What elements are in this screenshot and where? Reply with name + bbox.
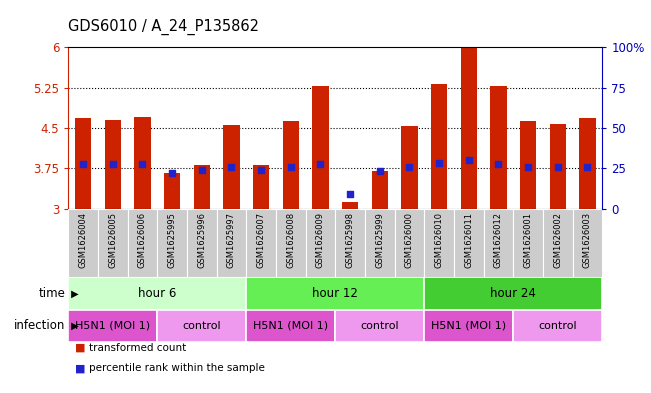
Bar: [164, 173, 180, 209]
Bar: [246, 209, 276, 277]
Text: GSM1625997: GSM1625997: [227, 212, 236, 268]
Point: [404, 164, 415, 171]
Text: GSM1625998: GSM1625998: [346, 212, 355, 268]
Bar: [246, 310, 335, 342]
Bar: [424, 277, 602, 310]
Bar: [193, 165, 210, 209]
Text: GSM1626001: GSM1626001: [523, 212, 533, 268]
Bar: [579, 118, 596, 209]
Bar: [128, 209, 158, 277]
Text: GSM1626002: GSM1626002: [553, 212, 562, 268]
Bar: [223, 125, 240, 209]
Point: [256, 167, 266, 173]
Text: ■: ■: [75, 363, 85, 373]
Bar: [549, 124, 566, 209]
Bar: [98, 209, 128, 277]
Text: GSM1626010: GSM1626010: [435, 212, 443, 268]
Point: [434, 160, 444, 166]
Bar: [158, 310, 246, 342]
Bar: [187, 209, 217, 277]
Bar: [454, 209, 484, 277]
Bar: [342, 202, 358, 209]
Point: [286, 163, 296, 170]
Text: hour 12: hour 12: [312, 287, 358, 300]
Point: [227, 163, 237, 170]
Text: hour 6: hour 6: [138, 287, 176, 300]
Text: ▶: ▶: [68, 321, 78, 331]
Bar: [424, 310, 513, 342]
Text: infection: infection: [14, 319, 65, 332]
Text: transformed count: transformed count: [89, 343, 186, 353]
Bar: [513, 209, 543, 277]
Point: [523, 163, 533, 170]
Point: [345, 191, 355, 197]
Point: [464, 157, 474, 163]
Text: GSM1626006: GSM1626006: [138, 212, 147, 268]
Bar: [276, 209, 305, 277]
Text: GSM1626004: GSM1626004: [79, 212, 88, 268]
Point: [78, 161, 89, 167]
Bar: [312, 86, 329, 209]
Bar: [460, 48, 477, 209]
Bar: [68, 277, 246, 310]
Text: GSM1626003: GSM1626003: [583, 212, 592, 268]
Text: GSM1626007: GSM1626007: [256, 212, 266, 268]
Text: control: control: [361, 321, 399, 331]
Point: [374, 168, 385, 174]
Bar: [246, 277, 424, 310]
Bar: [372, 171, 388, 209]
Bar: [395, 209, 424, 277]
Bar: [305, 209, 335, 277]
Point: [582, 163, 592, 170]
Point: [315, 161, 326, 167]
Bar: [543, 209, 572, 277]
Bar: [572, 209, 602, 277]
Text: GDS6010 / A_24_P135862: GDS6010 / A_24_P135862: [68, 19, 259, 35]
Text: GSM1625996: GSM1625996: [197, 212, 206, 268]
Point: [553, 163, 563, 170]
Text: percentile rank within the sample: percentile rank within the sample: [89, 363, 265, 373]
Bar: [283, 121, 299, 209]
Bar: [217, 209, 246, 277]
Bar: [105, 120, 121, 209]
Point: [107, 161, 118, 167]
Point: [167, 169, 177, 176]
Text: GSM1626005: GSM1626005: [108, 212, 117, 268]
Bar: [68, 310, 158, 342]
Text: control: control: [182, 321, 221, 331]
Bar: [431, 84, 447, 209]
Bar: [253, 165, 270, 209]
Text: GSM1626008: GSM1626008: [286, 212, 296, 268]
Bar: [134, 117, 150, 209]
Text: GSM1625999: GSM1625999: [375, 212, 384, 268]
Bar: [75, 118, 91, 209]
Bar: [484, 209, 513, 277]
Bar: [424, 209, 454, 277]
Text: GSM1626012: GSM1626012: [494, 212, 503, 268]
Point: [493, 161, 504, 167]
Bar: [490, 86, 506, 209]
Text: GSM1626000: GSM1626000: [405, 212, 414, 268]
Text: H5N1 (MOI 1): H5N1 (MOI 1): [76, 321, 150, 331]
Bar: [513, 310, 602, 342]
Text: hour 24: hour 24: [490, 287, 536, 300]
Bar: [158, 209, 187, 277]
Text: H5N1 (MOI 1): H5N1 (MOI 1): [431, 321, 506, 331]
Text: GSM1626009: GSM1626009: [316, 212, 325, 268]
Text: ■: ■: [75, 343, 85, 353]
Text: GSM1626011: GSM1626011: [464, 212, 473, 268]
Text: time: time: [38, 287, 65, 300]
Bar: [335, 209, 365, 277]
Text: control: control: [538, 321, 577, 331]
Bar: [335, 310, 424, 342]
Text: H5N1 (MOI 1): H5N1 (MOI 1): [253, 321, 328, 331]
Point: [197, 167, 207, 173]
Point: [137, 161, 148, 167]
Bar: [68, 209, 98, 277]
Text: ▶: ▶: [68, 288, 78, 299]
Bar: [401, 126, 417, 209]
Bar: [520, 121, 536, 209]
Bar: [365, 209, 395, 277]
Text: GSM1625995: GSM1625995: [168, 212, 176, 268]
